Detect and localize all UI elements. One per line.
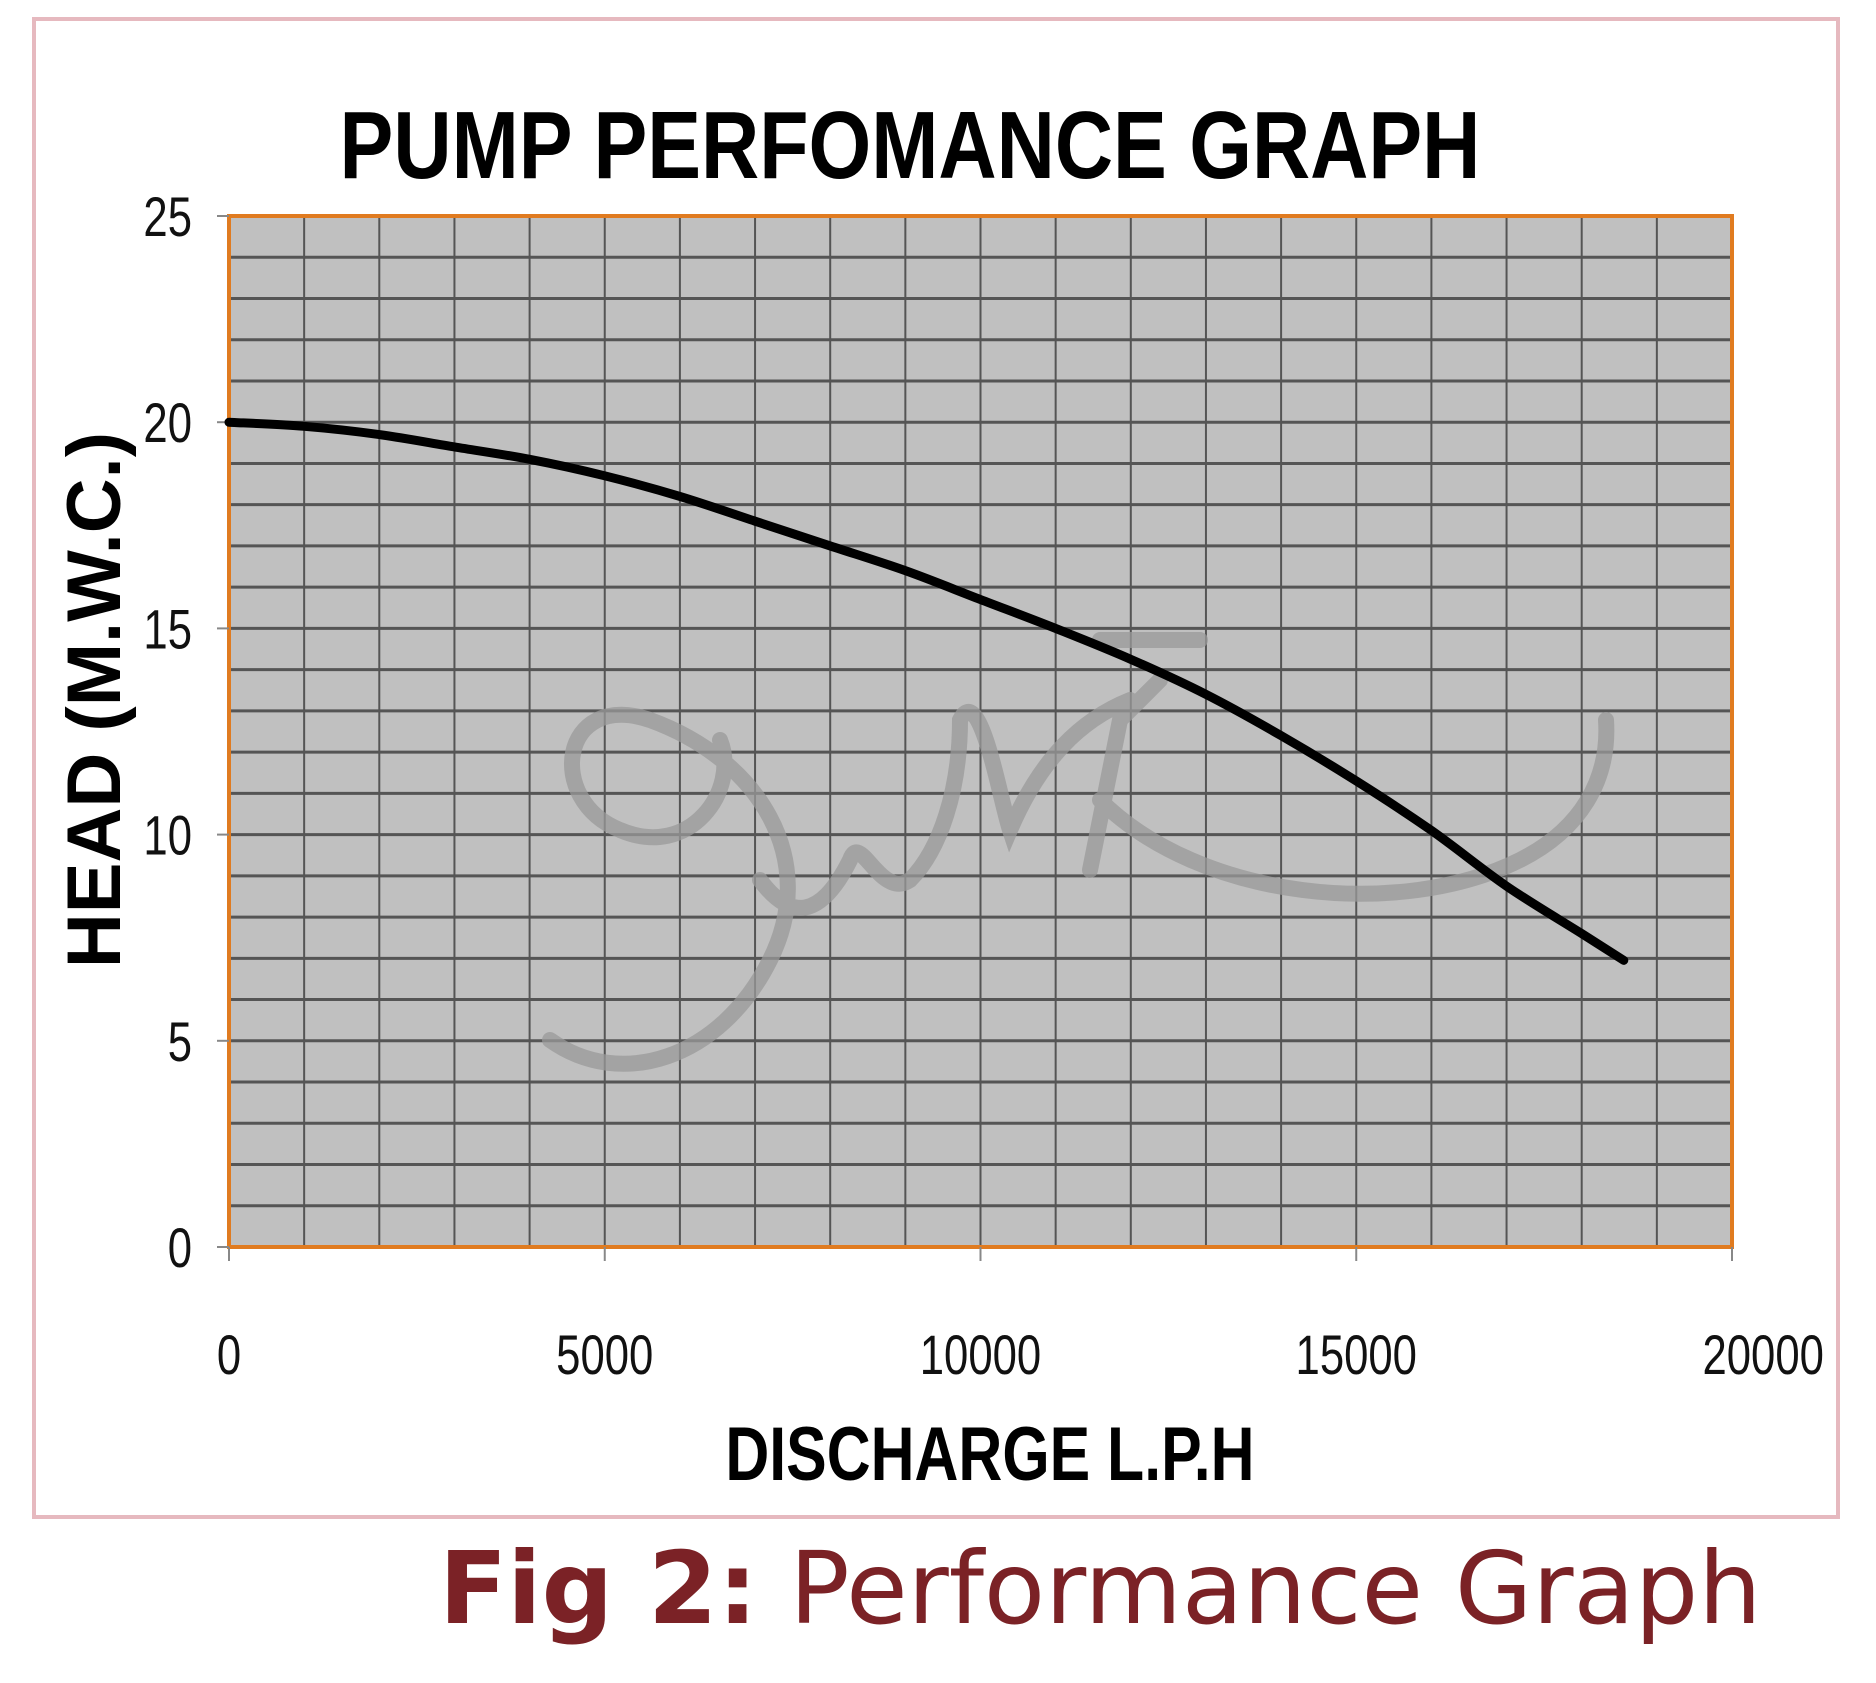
caption-prefix: Fig 2:	[439, 1530, 758, 1647]
y-tick-label: 25	[143, 186, 192, 248]
axes	[217, 214, 1734, 1261]
head-curve	[224, 417, 1629, 965]
x-tick-label: 0	[217, 1324, 241, 1386]
y-tick-label: 20	[143, 392, 192, 454]
figure-caption: Fig 2: Performance Graph	[439, 1530, 1762, 1647]
y-tick-label: 0	[168, 1217, 192, 1279]
y-tick-label: 5	[168, 1011, 192, 1073]
x-tick-label: 20000	[1702, 1324, 1823, 1386]
x-tick-label: 15000	[1296, 1324, 1417, 1386]
y-tick-labels: 0 5 10 15 20 25	[143, 186, 192, 1279]
x-axis-label: DISCHARGE L.P.H	[725, 1412, 1254, 1497]
y-tick-label: 15	[143, 598, 192, 660]
figure-border	[32, 17, 1840, 1519]
y-tick-label: 10	[143, 804, 192, 866]
x-tick-labels: 0 5000 10000 15000 20000	[217, 1324, 1824, 1386]
grid-lines	[229, 216, 1732, 1247]
x-tick-label: 5000	[556, 1324, 653, 1386]
signature-watermark	[542, 632, 1615, 1072]
x-tick-label: 10000	[920, 1324, 1041, 1386]
chart-title: PUMP PERFOMANCE GRAPH	[340, 91, 1481, 198]
y-axis-label: HEAD (M.W.C.)	[52, 432, 137, 968]
caption-text: Performance Graph	[757, 1530, 1762, 1647]
